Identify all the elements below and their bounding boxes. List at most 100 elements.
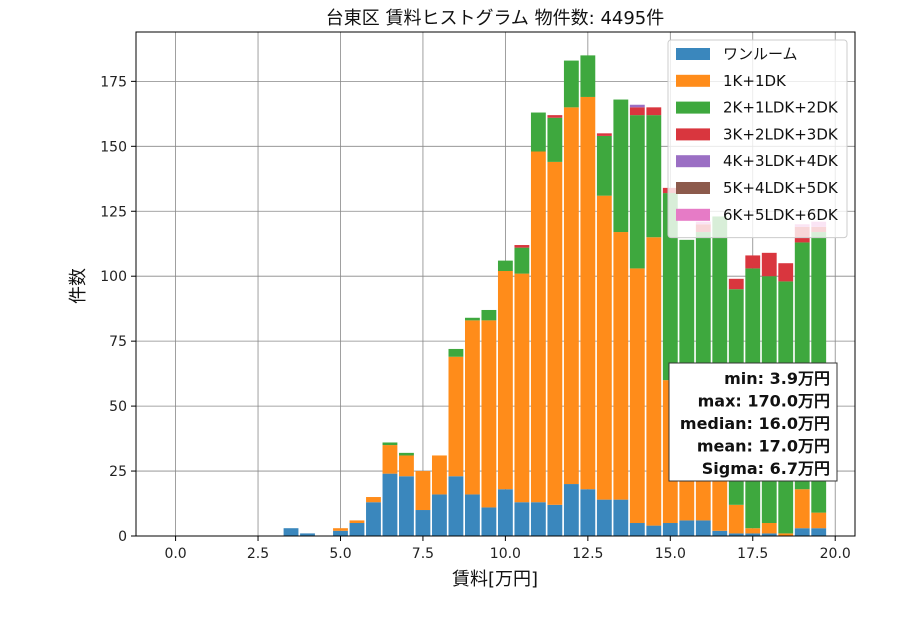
y-tick-label: 25: [109, 464, 127, 480]
bar-segment: [761, 252, 777, 277]
bar-segment: [547, 117, 563, 162]
bar-segment: [662, 523, 678, 536]
bar-segment: [497, 271, 513, 490]
y-axis-ticks: 0 25 50 75 100 125 150 175: [100, 74, 136, 545]
bar-segment: [432, 494, 447, 536]
bar-segment: [646, 107, 662, 116]
bar-segment: [464, 317, 480, 321]
x-axis-title: 賃料[万円]: [452, 569, 538, 590]
x-tick-label: 20.0: [820, 546, 851, 562]
bar-segment: [712, 530, 728, 536]
y-tick-label: 175: [100, 74, 127, 90]
bar-segment: [662, 193, 678, 381]
bar-segment: [596, 195, 612, 500]
bar-segment: [333, 530, 348, 536]
legend-swatch: [676, 74, 710, 87]
legend: ワンルーム 1K+1DK 2K+1LDK+2DK 3K+2LDK+3DK 4K+3LDK…: [667, 39, 848, 239]
legend-label: 4K+3LDK+4DK: [723, 152, 839, 170]
bar-segment: [745, 255, 761, 269]
legend-swatch: [676, 101, 710, 114]
bar-segment: [349, 523, 365, 536]
x-tick-label: 17.5: [737, 546, 768, 562]
bar-segment: [415, 471, 431, 511]
bar-segment: [596, 499, 612, 536]
bar-segment: [547, 115, 563, 118]
bar-segment: [514, 247, 530, 274]
stats-line: min: 3.9万円: [724, 369, 830, 388]
bar-segment: [629, 115, 645, 269]
legend-swatch: [676, 128, 710, 141]
bar-segment: [613, 99, 629, 233]
bar-segment: [811, 528, 827, 536]
bar-segment: [464, 494, 480, 536]
bar-segment: [530, 151, 546, 503]
stats-line: mean: 17.0万円: [697, 437, 830, 456]
bar-segment: [596, 135, 612, 196]
legend-swatch: [676, 48, 710, 60]
legend-label: 1K+1DK: [723, 72, 787, 90]
bar-segment: [432, 455, 447, 495]
bar-segment: [366, 497, 381, 503]
bar-segment: [300, 533, 315, 536]
bar-segment: [563, 484, 579, 536]
y-axis-title: 件数: [68, 268, 89, 304]
y-tick-label: 100: [100, 269, 127, 285]
legend-label: 6K+5LDK+6DK: [723, 206, 839, 224]
bar-segment: [629, 104, 645, 108]
bar-segment: [382, 473, 398, 536]
bar-segment: [778, 263, 794, 282]
x-tick-label: 10.0: [490, 546, 521, 562]
plot-frame: [135, 31, 856, 537]
bar-segment: [514, 502, 530, 536]
legend-box: [667, 39, 848, 239]
bar-segment: [761, 533, 777, 536]
bar-segment: [778, 533, 794, 536]
bar-segment: [646, 525, 662, 536]
legend-label: ワンルーム: [723, 45, 798, 63]
bar-segment: [745, 533, 761, 536]
stats-line: median: 16.0万円: [680, 414, 830, 433]
bar-segment: [646, 115, 662, 238]
bar-segment: [481, 309, 497, 321]
bar-segment: [695, 520, 711, 536]
bar-segment: [382, 442, 398, 446]
bar-segment: [514, 245, 530, 248]
x-tick-label: 7.5: [412, 546, 434, 562]
bar-segment: [613, 232, 629, 500]
bar-segment: [745, 528, 761, 534]
chart-title: 台東区 賃料ヒストグラム 物件数: 4495件: [326, 8, 665, 29]
bar-segment: [399, 455, 414, 477]
bar-segment: [728, 278, 744, 290]
bar-segment: [530, 502, 546, 536]
stats-line: Sigma: 6.7万円: [702, 459, 830, 478]
bar-segment: [596, 133, 612, 136]
x-tick-label: 12.5: [572, 546, 603, 562]
bar-segment: [794, 489, 810, 529]
legend-swatch: [676, 208, 710, 221]
legend-label: 3K+2LDK+3DK: [723, 125, 839, 143]
bar-segment: [679, 520, 695, 536]
bar-segment: [728, 504, 744, 534]
bar-segment: [547, 504, 563, 536]
bar-segment: [794, 528, 810, 536]
stats-box-frame: [668, 362, 838, 482]
x-tick-label: 15.0: [655, 546, 686, 562]
x-tick-label: 2.5: [247, 546, 269, 562]
bar-segment: [580, 96, 596, 490]
bar-segment: [580, 55, 596, 97]
bar-segment: [580, 489, 596, 536]
y-tick-label: 150: [100, 139, 127, 155]
bar-segment: [399, 476, 414, 536]
bar-segment: [629, 523, 645, 536]
bar-segment: [629, 268, 645, 524]
bar-segment: [563, 107, 579, 485]
x-axis-ticks: 0.0 2.5 5.0 7.5 10.0 12.5 15.0 17.5 20.0: [164, 536, 851, 562]
bar-segment: [530, 112, 546, 152]
bar-segment: [382, 445, 398, 474]
bar-segment: [547, 161, 563, 505]
bar-segment: [448, 476, 464, 536]
bar-segment: [481, 320, 497, 508]
bar-segment: [811, 512, 827, 529]
legend-label: 2K+1LDK+2DK: [723, 99, 839, 117]
